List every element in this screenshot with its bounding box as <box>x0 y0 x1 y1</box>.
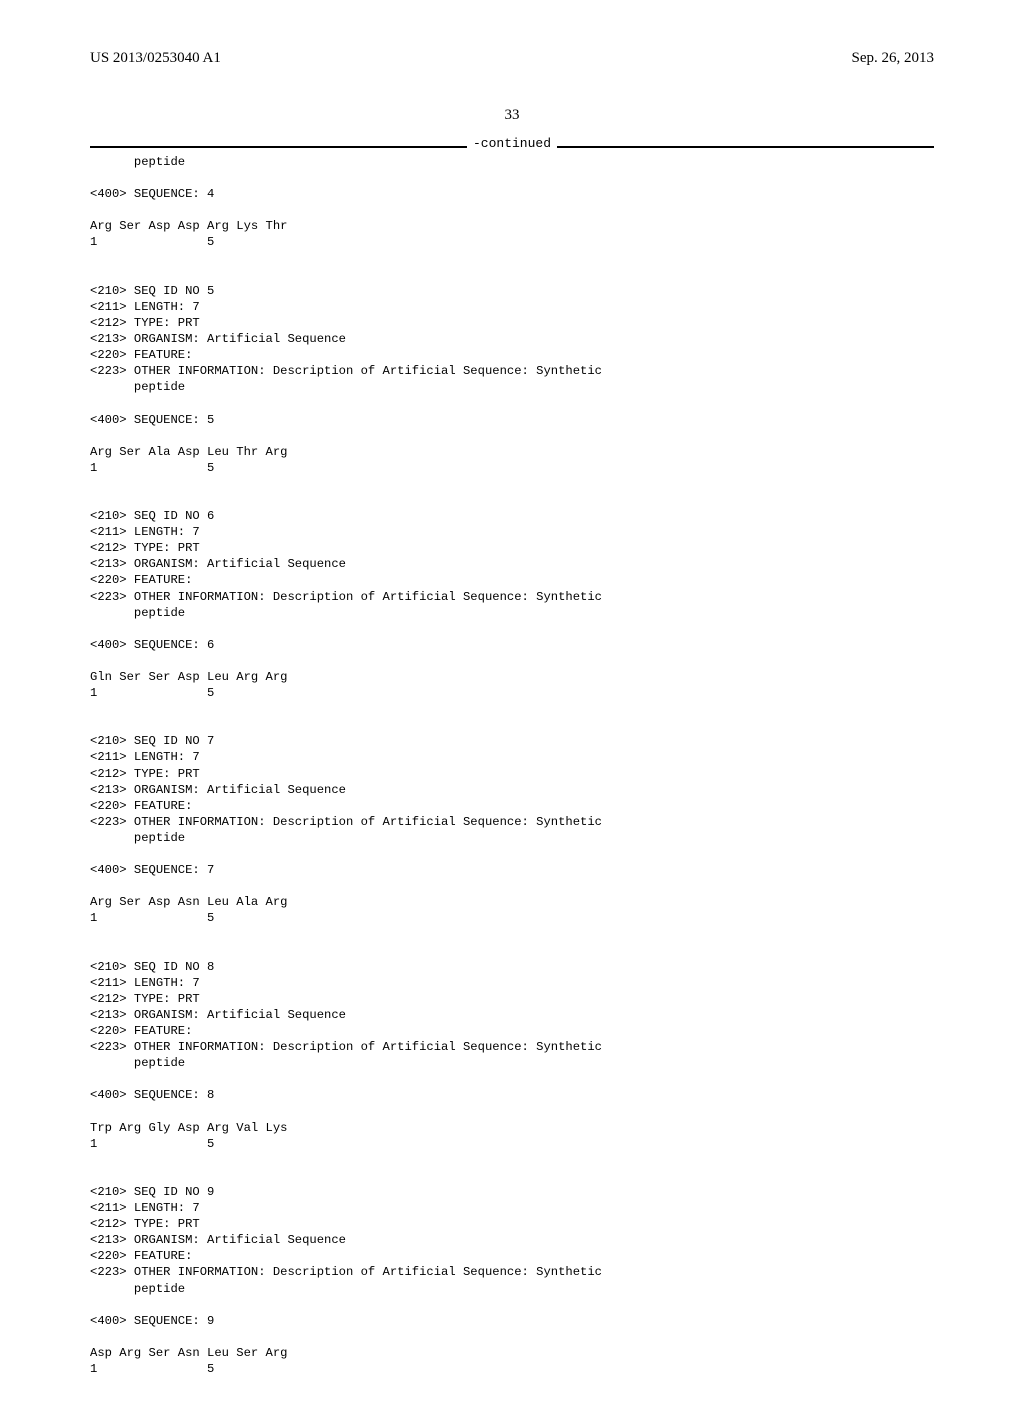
publication-date: Sep. 26, 2013 <box>852 50 935 67</box>
page-number: 33 <box>90 107 934 124</box>
continued-divider: -continued <box>90 146 934 148</box>
page-header: US 2013/0253040 A1 Sep. 26, 2013 <box>90 50 934 67</box>
publication-number: US 2013/0253040 A1 <box>90 50 221 67</box>
continued-label: -continued <box>467 136 557 151</box>
page-container: US 2013/0253040 A1 Sep. 26, 2013 33 -con… <box>0 0 1024 1417</box>
sequence-listing: peptide <400> SEQUENCE: 4 Arg Ser Asp As… <box>90 154 934 1377</box>
